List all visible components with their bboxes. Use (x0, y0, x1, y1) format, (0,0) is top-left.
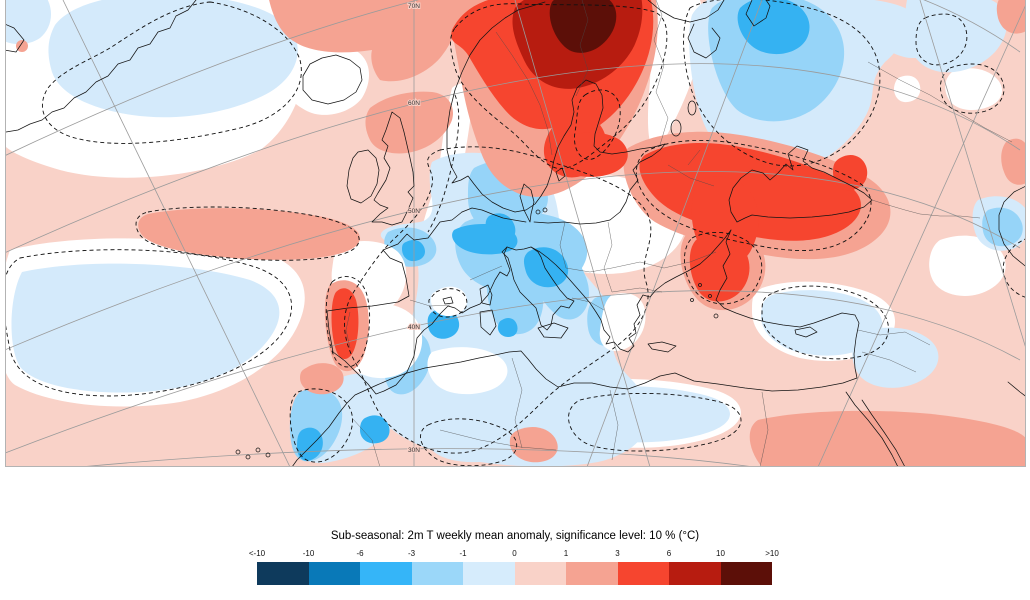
colorbar-tick: -1 (459, 549, 467, 558)
colorbar-segment (669, 562, 721, 585)
coast-corsica (479, 284, 493, 306)
colorbar-segment (411, 562, 463, 585)
colorbar-segment (514, 562, 566, 585)
coast-greenland (5, 0, 197, 133)
coastlines (5, 0, 1026, 467)
colorbar-tick: 1 (563, 549, 569, 558)
latitude-label: 40N (408, 324, 420, 331)
colorbar-segment (617, 562, 669, 585)
colorbar (257, 562, 772, 585)
colorbar-tick: 6 (666, 549, 672, 558)
colorbar-segment (360, 562, 412, 585)
coast-crete (647, 341, 677, 353)
coast-sicily (537, 322, 569, 339)
latitude-label: 60N (408, 100, 420, 107)
coast-france-iberia (326, 211, 501, 395)
coast-sardinia (479, 309, 497, 336)
cold-anomaly-strong-cores (297, 0, 810, 461)
colorbar-segment (566, 562, 618, 585)
coast-baltic-south (533, 143, 666, 225)
coast-ireland (346, 149, 380, 204)
warm-anatolia-core (689, 234, 750, 302)
graticule (5, 0, 1026, 467)
latitude-label: 70N (408, 3, 420, 10)
latitude-label: 50N (408, 208, 420, 215)
anomaly-map-svg: 70N 60N 50N 40N 30N (5, 0, 1026, 467)
cold-mid-atlantic (11, 263, 280, 393)
warm-portugal-core (331, 288, 359, 359)
colorbar-tick: 10 (716, 549, 725, 558)
coast-caspian (998, 185, 1026, 267)
coast-italy (501, 246, 575, 331)
colorbar-segment (720, 562, 772, 585)
colorbar-segment (463, 562, 515, 585)
country-borders (345, 0, 1013, 467)
anomaly-map: 70N 60N 50N 40N 30N (5, 0, 1026, 467)
colorbar-segment (257, 562, 309, 585)
coast-turkey-levant-africa (291, 229, 860, 467)
colorbar-tick: 0 (512, 549, 517, 558)
coast-scandinavia (446, 1, 666, 213)
colorbar-tick: -10 (302, 549, 315, 558)
colorbar-tick: -6 (356, 549, 364, 558)
graticule-labels: 70N 60N 50N 40N 30N (407, 2, 421, 455)
colorbar-tick: <-10 (248, 549, 266, 558)
colorbar-tick: >10 (765, 549, 779, 558)
colorbar-tick: -3 (407, 549, 416, 558)
latitude-label: 30N (408, 447, 420, 454)
colorbar-tick-labels: <-10 -10 -6 -3 -1 0 1 3 6 10 >10 (249, 549, 779, 560)
coast-cyprus (794, 326, 818, 338)
coast-iceland (302, 54, 363, 105)
cold-greenland-sea (48, 0, 298, 118)
coast-adriatic-greece (530, 229, 732, 353)
coast-denmark (519, 183, 535, 223)
figure-caption: Sub-seasonal: 2m T weekly mean anomaly, … (330, 530, 700, 542)
coast-red-sea (845, 391, 906, 467)
cold-levant (760, 290, 883, 356)
coast-great-britain (371, 111, 415, 226)
coast-black-sea (728, 145, 873, 223)
map-frame (5, 0, 1026, 467)
warm-fennoscandia-extreme-core (549, 0, 617, 53)
colorbar-tick: 3 (615, 549, 620, 558)
colorbar-segment (308, 562, 360, 585)
